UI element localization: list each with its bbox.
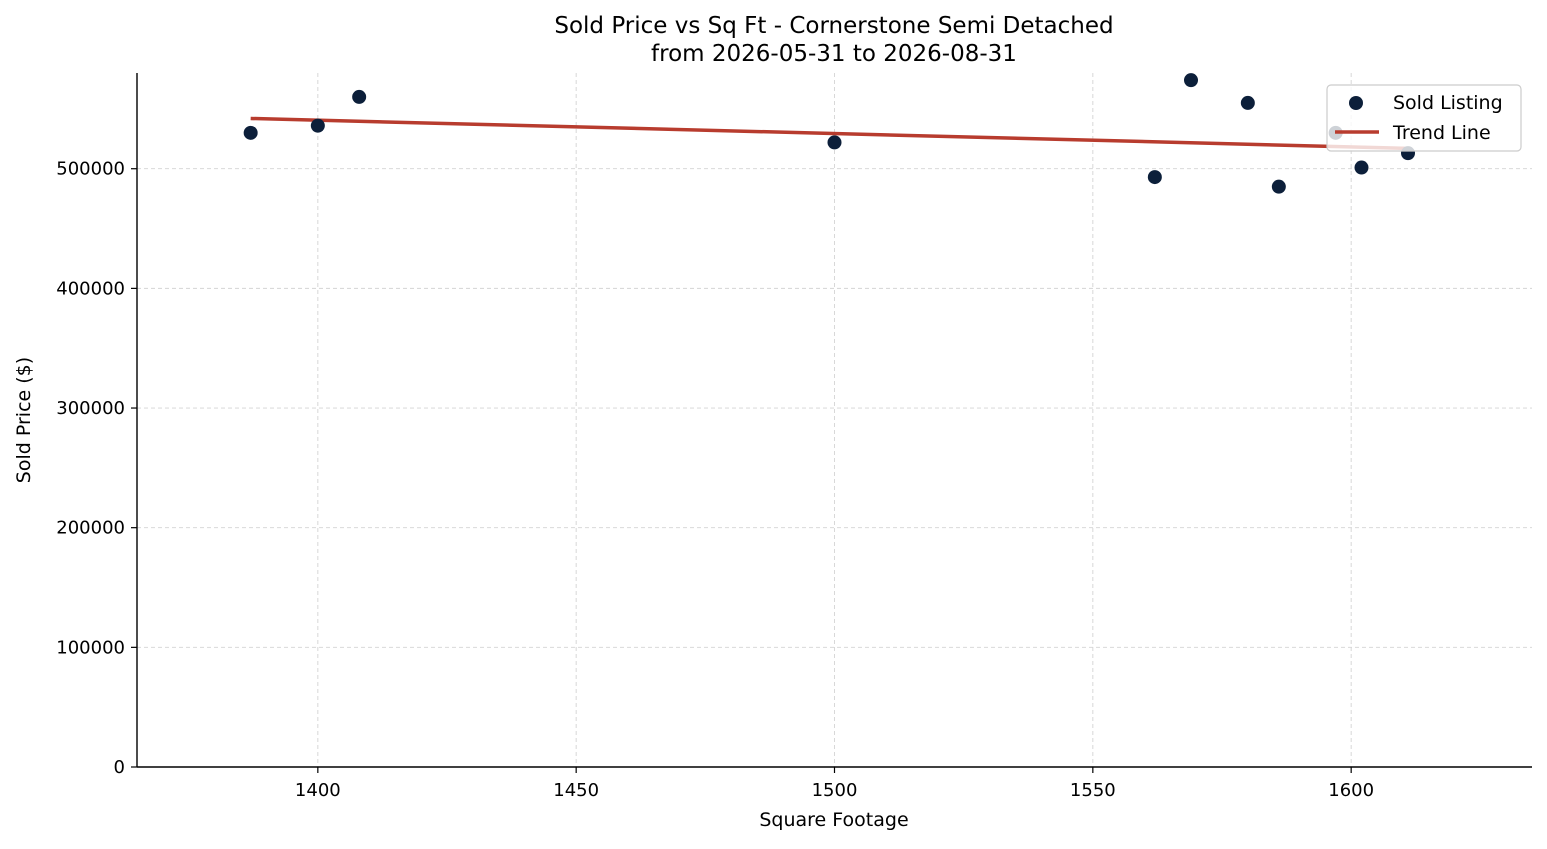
x-tick-label: 1600 (1328, 780, 1374, 801)
chart-title: Sold Price vs Sq Ft - Cornerstone Semi D… (554, 13, 1113, 39)
data-point-sold-listing (1240, 95, 1255, 110)
y-tick-label: 0 (114, 757, 125, 778)
legend-box (1326, 84, 1522, 152)
x-tick-label: 1450 (553, 780, 599, 801)
y-ticks: 0 100000 200000 300000 400000 500000 (56, 159, 137, 778)
trend-layer (250, 116, 1409, 151)
x-ticks: 1400 1450 1500 1550 1600 (295, 767, 1374, 801)
data-point-sold-listing (827, 135, 842, 150)
legend-label-sold-listing: Sold Listing (1393, 92, 1503, 114)
y-tick-label: 300000 (56, 398, 125, 419)
data-point-sold-listing (243, 125, 258, 140)
x-axis-label: Square Footage (759, 809, 908, 831)
grid-layer (137, 73, 1532, 767)
x-tick-label: 1500 (812, 780, 858, 801)
trend-line (250, 116, 1409, 151)
x-tick-label: 1550 (1070, 780, 1116, 801)
y-tick-label: 200000 (56, 518, 125, 539)
y-tick-label: 400000 (56, 278, 125, 299)
data-point-sold-listing (1271, 179, 1286, 194)
data-point-sold-listing (1354, 160, 1369, 175)
x-tick-label: 1400 (295, 780, 341, 801)
y-tick-label: 500000 (56, 159, 125, 180)
y-axis-label: Sold Price ($) (13, 357, 35, 483)
y-tick-label: 100000 (56, 637, 125, 658)
data-point-sold-listing (1184, 73, 1198, 88)
data-point-sold-listing (310, 118, 325, 133)
legend-label-trend-line: Trend Line (1392, 122, 1491, 144)
legend-marker-sold-listing (1349, 96, 1363, 110)
data-point-sold-listing (352, 89, 367, 104)
chart-subtitle: from 2026-05-31 to 2026-08-31 (651, 41, 1017, 67)
data-point-sold-listing (1147, 170, 1162, 185)
legend: Sold Listing Trend Line (1326, 84, 1522, 152)
